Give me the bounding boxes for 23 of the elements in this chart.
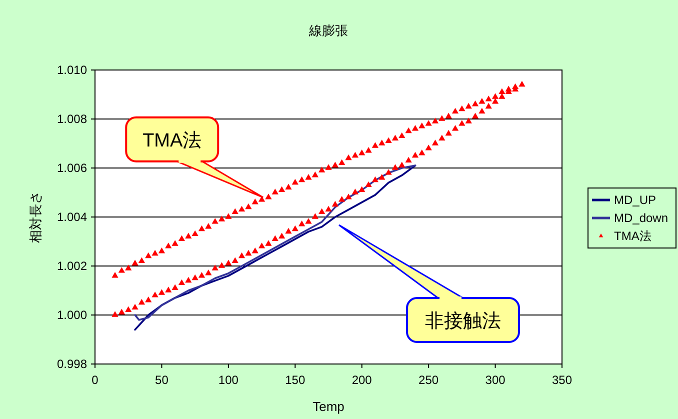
x-tick-label: 200: [352, 373, 372, 387]
x-tick-label: 50: [155, 373, 169, 387]
legend-label: MD_UP: [614, 193, 656, 207]
y-tick-label: 1.002: [56, 259, 88, 273]
x-tick-label: 0: [92, 373, 99, 387]
chart-title: 線膨張: [308, 23, 348, 38]
legend-label: MD_down: [614, 211, 668, 225]
y-axis-title: 相対長さ: [28, 191, 43, 243]
x-tick-label: 350: [552, 373, 572, 387]
x-tick-label: 150: [285, 373, 306, 387]
x-axis-title: Temp: [312, 399, 344, 414]
x-tick-label: 100: [218, 373, 239, 387]
y-tick-label: 1.010: [56, 63, 88, 77]
annotation: 非接触法: [425, 311, 501, 332]
y-tick-label: 1.000: [56, 308, 88, 322]
x-tick-label: 250: [418, 373, 439, 387]
legend-label: TMA法: [614, 229, 652, 243]
y-tick-label: 1.008: [56, 112, 88, 126]
y-tick-label: 1.006: [56, 161, 88, 175]
y-tick-label: 1.004: [56, 210, 88, 224]
annotation: TMA法: [142, 130, 202, 152]
y-tick-label: 0.998: [56, 357, 88, 371]
x-tick-label: 300: [485, 373, 506, 387]
